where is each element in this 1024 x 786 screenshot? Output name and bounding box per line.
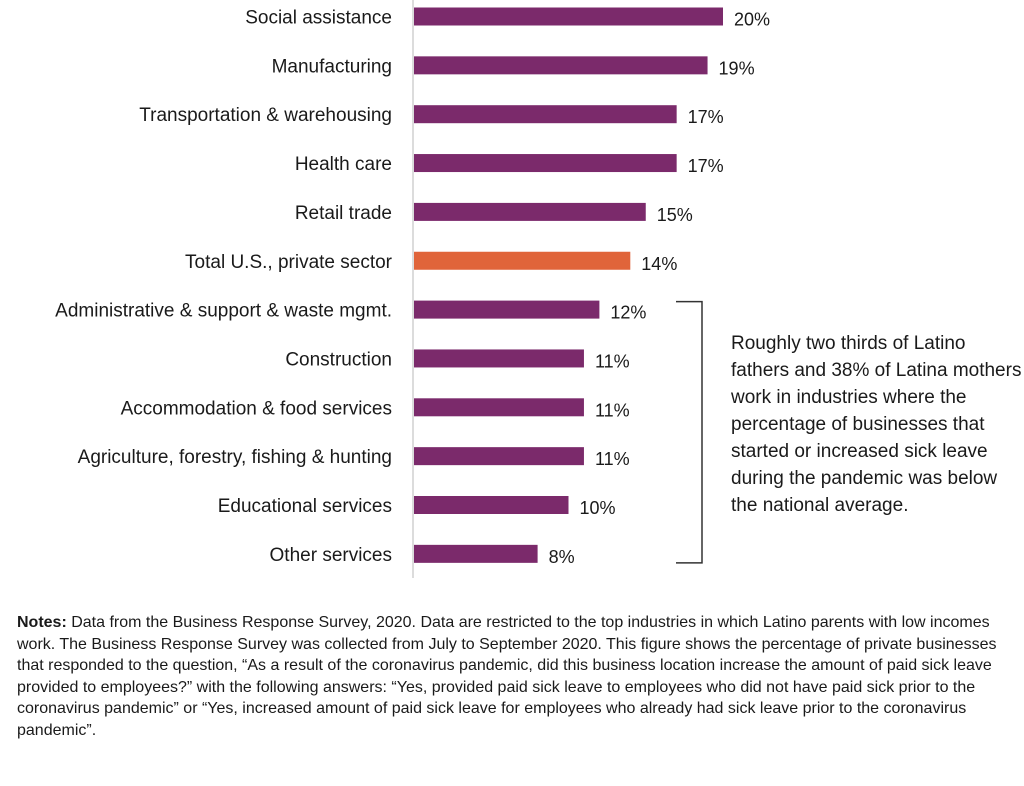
value-label-9: 11% bbox=[595, 400, 630, 420]
bar-8 bbox=[414, 349, 584, 368]
category-label-1: Social assistance bbox=[245, 8, 392, 29]
notes-text: Data from the Business Response Survey, … bbox=[17, 614, 997, 739]
category-label-8: Construction bbox=[285, 349, 392, 370]
bar-10 bbox=[414, 447, 584, 466]
category-label-9: Accommodation & food services bbox=[121, 398, 392, 419]
bar-12 bbox=[414, 544, 538, 563]
bar-2 bbox=[414, 56, 708, 75]
bar-7 bbox=[414, 300, 600, 319]
value-label-12: 8% bbox=[549, 547, 575, 567]
value-label-3: 17% bbox=[688, 107, 724, 127]
bar-4 bbox=[414, 154, 677, 173]
value-label-2: 19% bbox=[719, 58, 755, 78]
value-label-10: 11% bbox=[595, 449, 630, 469]
value-label-8: 11% bbox=[595, 351, 630, 371]
bar-11 bbox=[414, 496, 569, 514]
category-label-10: Agriculture, forestry, fishing & hunting bbox=[78, 447, 392, 468]
value-label-5: 15% bbox=[657, 205, 693, 225]
notes-label: Notes: bbox=[17, 614, 67, 631]
category-label-5: Retail trade bbox=[295, 203, 392, 224]
chart-annotation: Roughly two thirds of Latino fathers and… bbox=[731, 333, 1022, 516]
category-label-11: Educational services bbox=[218, 496, 392, 517]
bar-1 bbox=[414, 7, 723, 26]
category-label-4: Health care bbox=[295, 154, 392, 175]
bar-5 bbox=[414, 202, 646, 221]
bar-3 bbox=[414, 105, 677, 124]
bar-6 bbox=[414, 251, 631, 270]
value-label-4: 17% bbox=[688, 156, 724, 176]
value-label-11: 10% bbox=[580, 498, 616, 518]
bar-9 bbox=[414, 398, 584, 417]
value-label-1: 20% bbox=[734, 10, 770, 30]
category-label-3: Transportation & warehousing bbox=[139, 105, 392, 126]
category-label-2: Manufacturing bbox=[272, 56, 392, 77]
bar-chart: Social assistance 20% Manufacturing 19% Tran… bbox=[55, 0, 770, 578]
category-label-7: Administrative & support & waste mgmt. bbox=[55, 301, 392, 322]
category-label-12: Other services bbox=[270, 545, 392, 566]
category-label-6: Total U.S., private sector bbox=[185, 252, 393, 273]
annotation-bracket bbox=[676, 300, 703, 564]
value-label-7: 12% bbox=[610, 303, 646, 323]
chart-notes: Notes: Data from the Business Response S… bbox=[17, 612, 1007, 741]
value-label-6: 14% bbox=[641, 254, 677, 274]
